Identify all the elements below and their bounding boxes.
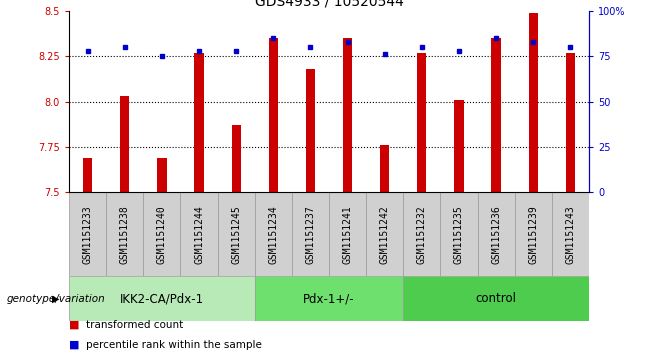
Bar xyxy=(366,192,403,276)
Bar xyxy=(69,276,255,321)
Bar xyxy=(440,192,478,276)
Bar xyxy=(180,192,218,276)
Text: GSM1151235: GSM1151235 xyxy=(454,205,464,264)
Text: IKK2-CA/Pdx-1: IKK2-CA/Pdx-1 xyxy=(120,292,204,305)
Bar xyxy=(218,192,255,276)
Bar xyxy=(292,192,329,276)
Title: GDS4933 / 10520544: GDS4933 / 10520544 xyxy=(255,0,403,8)
Bar xyxy=(329,192,366,276)
Bar xyxy=(380,145,390,192)
Text: GSM1151244: GSM1151244 xyxy=(194,205,204,264)
Bar xyxy=(403,192,440,276)
Text: ■: ■ xyxy=(69,320,80,330)
Text: control: control xyxy=(476,292,517,305)
Text: GSM1151243: GSM1151243 xyxy=(565,205,575,264)
Bar xyxy=(255,192,292,276)
Bar xyxy=(232,125,241,192)
Bar xyxy=(417,53,426,192)
Bar xyxy=(492,38,501,192)
Text: GSM1151237: GSM1151237 xyxy=(305,205,315,264)
Text: GSM1151233: GSM1151233 xyxy=(83,205,93,264)
Text: ■: ■ xyxy=(69,340,80,350)
Text: Pdx-1+/-: Pdx-1+/- xyxy=(303,292,355,305)
Text: GSM1151232: GSM1151232 xyxy=(417,205,427,264)
Bar xyxy=(343,38,352,192)
Text: GSM1151238: GSM1151238 xyxy=(120,205,130,264)
Text: GSM1151234: GSM1151234 xyxy=(268,205,278,264)
Text: GSM1151245: GSM1151245 xyxy=(231,205,241,264)
Bar xyxy=(403,276,589,321)
Bar xyxy=(255,276,403,321)
Bar xyxy=(120,96,130,192)
Bar xyxy=(478,192,515,276)
Text: GSM1151236: GSM1151236 xyxy=(491,205,501,264)
Text: GSM1151239: GSM1151239 xyxy=(528,205,538,264)
Bar xyxy=(515,192,552,276)
Text: GSM1151241: GSM1151241 xyxy=(343,205,353,264)
Bar xyxy=(268,38,278,192)
Bar xyxy=(566,53,575,192)
Bar xyxy=(69,192,106,276)
Bar xyxy=(194,53,204,192)
Bar xyxy=(528,13,538,192)
Bar xyxy=(83,158,92,192)
Bar xyxy=(454,100,464,192)
Text: GSM1151242: GSM1151242 xyxy=(380,205,390,264)
Bar xyxy=(306,69,315,192)
Text: percentile rank within the sample: percentile rank within the sample xyxy=(86,340,261,350)
Bar xyxy=(552,192,589,276)
Bar xyxy=(143,192,180,276)
Bar xyxy=(157,158,166,192)
Bar xyxy=(106,192,143,276)
Text: genotype/variation: genotype/variation xyxy=(7,294,105,303)
Text: GSM1151240: GSM1151240 xyxy=(157,205,167,264)
Text: ▶: ▶ xyxy=(52,294,60,303)
Text: transformed count: transformed count xyxy=(86,320,183,330)
